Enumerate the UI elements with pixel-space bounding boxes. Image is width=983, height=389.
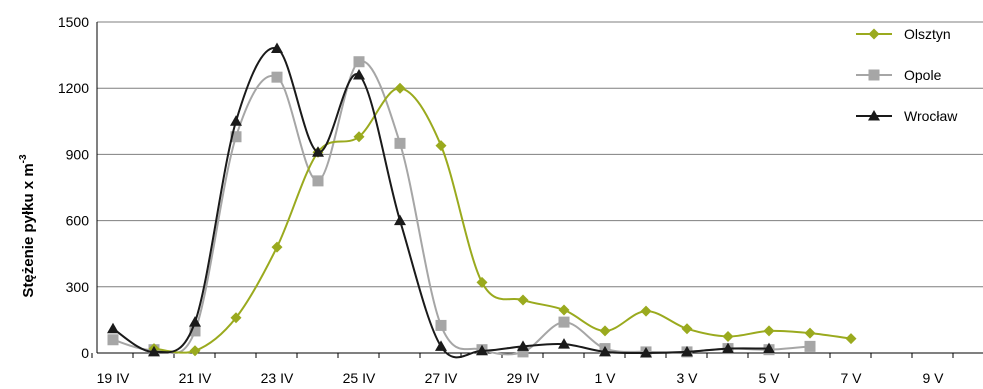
point-opole [558, 316, 570, 328]
x-tick-label: 3 V [676, 370, 698, 386]
point-wroc-aw [189, 316, 201, 327]
series-line-wroc-aw [112, 47, 770, 359]
point-wroc-aw [435, 340, 447, 351]
series-olsztyn [148, 82, 857, 357]
point-wroc-aw [230, 115, 242, 126]
point-opole [271, 71, 283, 83]
point-opole [394, 137, 406, 149]
point-olsztyn [558, 304, 570, 316]
point-opole [107, 334, 119, 346]
legend-marker-olsztyn [868, 28, 880, 40]
legend-item-olsztyn: Olsztyn [856, 26, 951, 42]
point-wroc-aw [353, 68, 365, 80]
point-olsztyn [640, 305, 652, 317]
point-olsztyn [353, 131, 365, 143]
point-wroc-aw [517, 340, 529, 351]
point-wroc-aw [107, 322, 119, 334]
legend-label-olsztyn: Olsztyn [904, 26, 951, 42]
legend-label-wroc-aw: Wrocław [904, 108, 958, 124]
x-tick-label: 27 IV [425, 370, 458, 386]
y-tick-label-0: 0 [81, 345, 89, 361]
y-axis-label-text: Stężenie pyłku x m [20, 163, 37, 297]
point-wroc-aw [558, 338, 570, 349]
point-olsztyn [189, 345, 201, 357]
y-tick-label-600: 600 [66, 213, 90, 229]
x-tick-labels: 19 IV 21 IV 23 IV 25 IV 27 IV 29 IV 1 V 3 V 5 V 7… [97, 370, 945, 386]
y-tick-label-1500: 1500 [58, 14, 89, 30]
point-wroc-aw [394, 214, 406, 226]
point-olsztyn [763, 325, 775, 337]
point-olsztyn [804, 327, 816, 339]
point-opole [312, 175, 324, 187]
point-opole [230, 131, 242, 143]
legend-marker-opole [868, 69, 880, 81]
point-olsztyn [681, 323, 693, 335]
y-axis-label-sup: -3 [18, 154, 29, 163]
legend-item-wroc-aw: Wrocław [856, 108, 958, 124]
legend: Olsztyn Opole Wrocław [856, 26, 958, 124]
x-tick-label: 7 V [840, 370, 862, 386]
point-wroc-aw [271, 42, 283, 53]
point-wroc-aw [681, 345, 693, 357]
y-tick-label-1200: 1200 [58, 80, 89, 96]
point-wroc-aw [312, 146, 324, 157]
legend-marker-wroc-aw [868, 110, 880, 121]
x-tick-label: 19 IV [97, 370, 130, 386]
x-tick-label: 25 IV [343, 370, 376, 386]
legend-label-opole: Opole [904, 67, 942, 83]
point-wroc-aw [763, 342, 775, 354]
point-opole [353, 56, 365, 68]
point-wroc-aw [148, 345, 160, 357]
point-olsztyn [476, 276, 488, 288]
point-olsztyn [517, 294, 529, 306]
x-tick-label: 1 V [594, 370, 616, 386]
point-olsztyn [435, 140, 447, 152]
y-axis-label: Stężenie pyłku x m-3 [18, 154, 37, 298]
point-wroc-aw [722, 342, 734, 354]
point-olsztyn [845, 333, 857, 345]
legend-item-opole: Opole [856, 67, 942, 83]
series-group [107, 42, 857, 359]
x-tick-label: 23 IV [261, 370, 294, 386]
point-opole [804, 340, 816, 352]
point-olsztyn [722, 330, 734, 342]
series-wroc-aw [107, 42, 775, 359]
point-wroc-aw [476, 344, 488, 356]
point-wroc-aw [599, 345, 611, 357]
y-tick-label-900: 900 [66, 146, 90, 162]
point-olsztyn [271, 241, 283, 253]
x-tick-label: 21 IV [179, 370, 212, 386]
point-wroc-aw [640, 347, 652, 358]
point-opole [517, 346, 529, 358]
series-opole [107, 56, 816, 358]
x-tick-label: 29 IV [507, 370, 540, 386]
axes [91, 22, 983, 358]
x-tick-label: 9 V [922, 370, 944, 386]
point-olsztyn [394, 82, 406, 94]
y-tick-label-300: 300 [66, 279, 90, 295]
point-opole [189, 325, 201, 337]
point-olsztyn [230, 312, 242, 324]
point-opole [435, 319, 447, 331]
point-olsztyn [599, 325, 611, 337]
x-tick-label: 5 V [758, 370, 780, 386]
y-tick-labels: 0 300 600 900 1200 1500 [58, 14, 89, 361]
